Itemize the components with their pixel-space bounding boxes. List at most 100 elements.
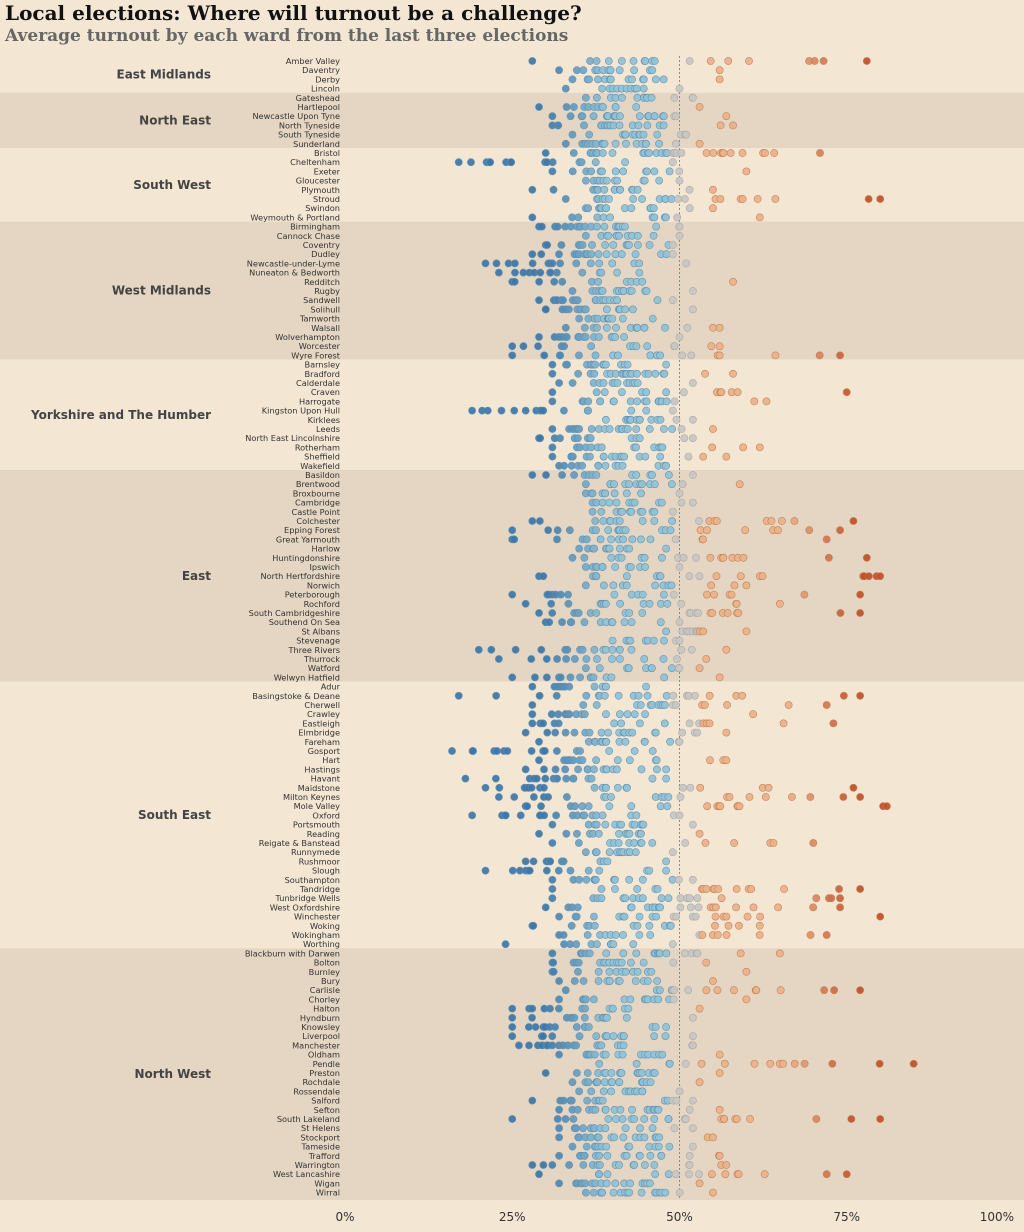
ward-label: Salford [311,1096,340,1106]
data-point [585,728,594,737]
data-point [539,1032,547,1041]
data-point [738,691,747,700]
data-point [635,415,644,424]
data-point [528,471,537,479]
data-point [687,645,696,654]
data-point [538,222,546,231]
data-point [582,875,591,884]
data-point [790,517,799,525]
data-point [688,379,697,387]
data-point [628,535,637,544]
data-point [685,1161,694,1169]
data-point [574,765,582,774]
data-point [666,921,675,930]
data-point [800,1059,809,1068]
data-point [641,452,650,461]
data-point [745,57,753,65]
data-point [685,204,694,213]
data-point [641,710,649,719]
data-point [592,756,600,765]
data-point [536,268,545,277]
ward-label: Blackburn with Darwen [245,948,340,958]
data-point [521,599,530,608]
data-point [749,903,758,912]
data-point [569,774,578,783]
data-point [623,360,632,369]
data-point [702,885,711,893]
data-point [661,213,670,222]
data-point [608,149,617,157]
data-point [616,599,625,608]
data-point [601,489,610,498]
ward-label: South Cambridgeshire [249,608,340,618]
ward-label: Wolverhampton [275,332,340,342]
data-point [529,921,538,930]
data-point [842,1170,851,1179]
data-point [495,783,504,792]
data-point [715,1151,724,1160]
data-point [742,581,751,590]
data-point [625,829,634,838]
data-point [662,461,671,470]
data-point [648,774,657,783]
data-point [569,103,578,111]
region-band [0,948,1024,1200]
ward-label: Tandridge [299,884,340,894]
data-point [594,977,603,985]
data-point [535,737,543,746]
data-point [668,664,676,673]
data-point [672,1096,681,1105]
data-point [548,839,557,847]
data-point [629,57,638,65]
data-point [621,894,630,903]
data-point [568,287,577,295]
data-point [702,149,711,157]
data-point [688,434,697,443]
data-point [633,93,642,102]
data-point [630,66,639,75]
data-point [709,204,717,213]
ward-label: Wigan [314,1178,340,1188]
data-point [607,1069,616,1077]
data-point [628,75,636,84]
data-point [567,618,576,627]
data-point [596,397,605,406]
data-point [572,1069,581,1077]
data-point [876,1115,885,1123]
data-point [605,425,614,433]
data-point [617,250,626,259]
data-point [769,839,778,847]
data-point [672,912,681,921]
data-point [648,471,656,479]
data-point [544,793,553,801]
data-point [662,765,671,774]
data-point [574,967,582,976]
data-point [633,185,642,194]
data-point [628,1105,636,1114]
data-point [651,75,660,84]
data-point [598,811,607,820]
data-point [715,75,724,84]
data-point [641,563,649,571]
data-point [664,1170,673,1179]
ward-label: Huntingdonshire [272,553,340,563]
data-point [662,544,671,553]
data-point [775,949,784,958]
data-point [709,323,717,332]
data-point [771,351,780,360]
data-point [561,323,570,332]
ward-label: Pendle [313,1059,340,1069]
ward-label: Rugby [314,286,340,296]
data-point [635,434,644,443]
data-point [650,1032,659,1041]
ward-label: Castle Point [292,507,341,517]
data-point [640,737,649,746]
ward-label: Liverpool [302,1031,340,1041]
data-point [559,1096,568,1105]
ward-label: Trafford [308,1151,340,1161]
data-point [528,185,537,194]
data-point [642,397,651,406]
ward-label: Basingstoke & Deane [252,691,340,701]
data-point [528,57,537,65]
data-point [528,1013,536,1022]
